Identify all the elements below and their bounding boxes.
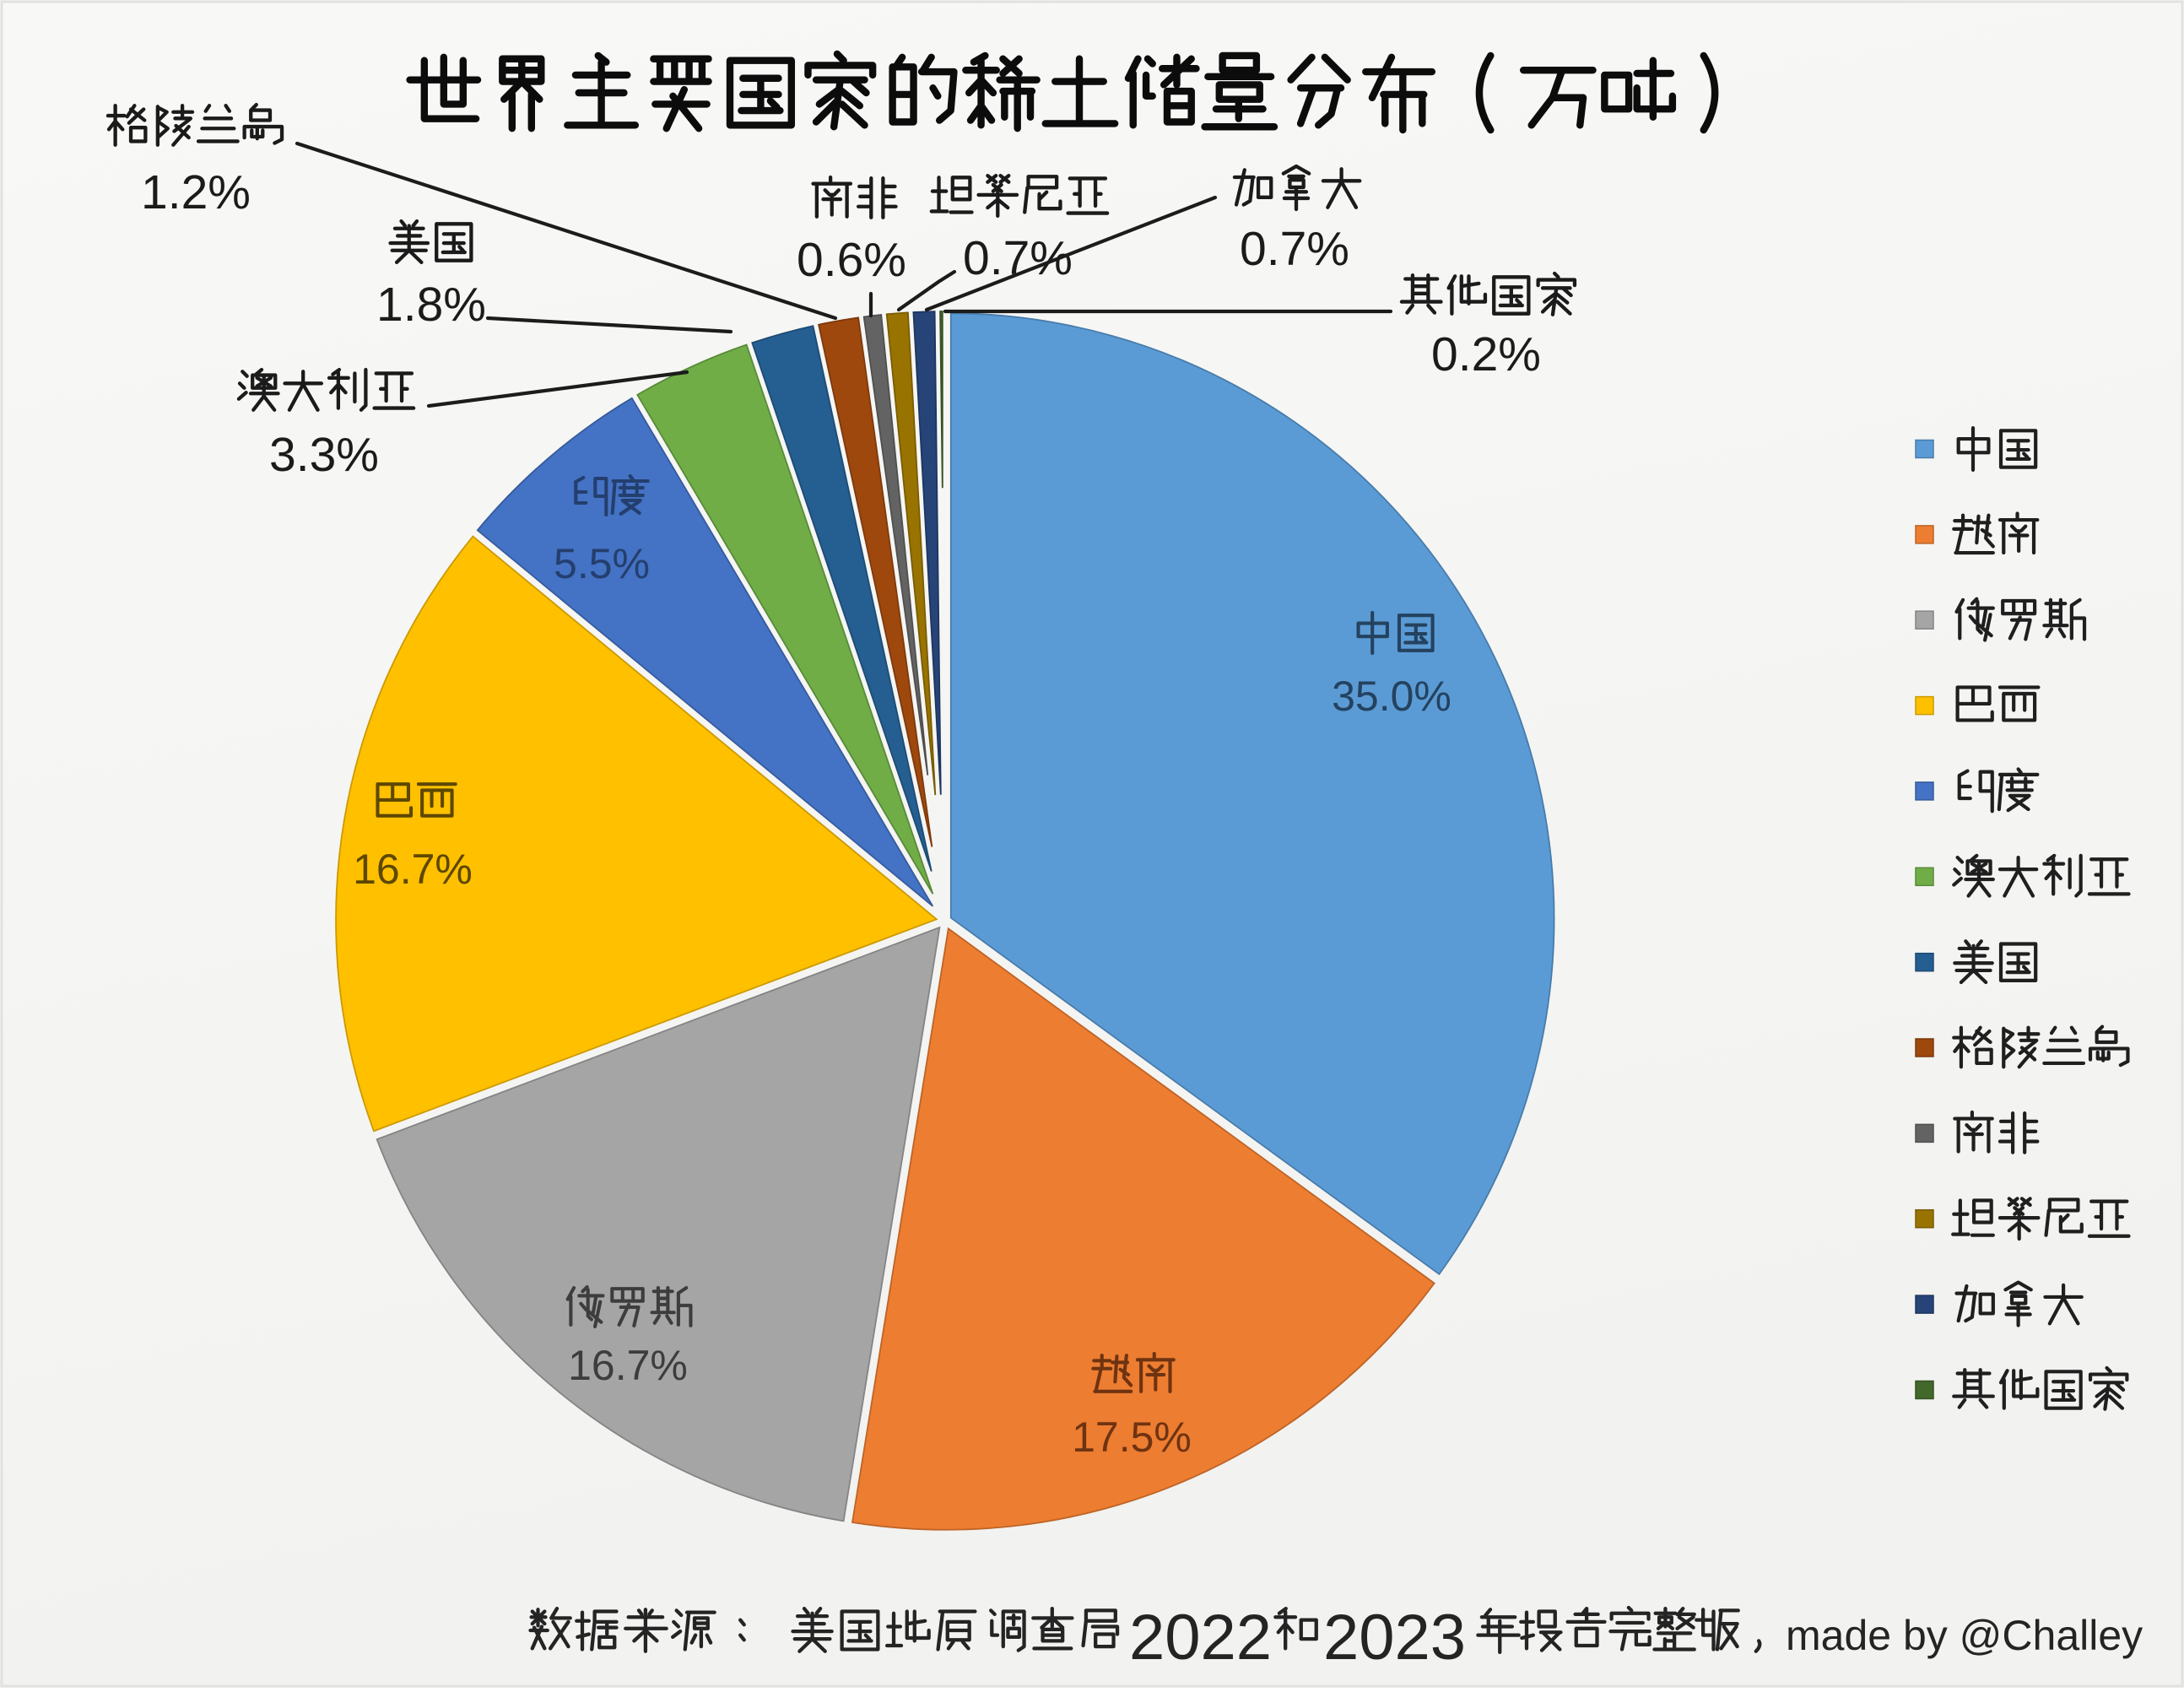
svg-text:0.2%: 0.2%: [1431, 327, 1541, 381]
svg-text:0.7%: 0.7%: [1240, 222, 1349, 276]
svg-text:5.5%: 5.5%: [554, 540, 650, 587]
svg-text:made by @Challey: made by @Challey: [1786, 1612, 2143, 1659]
svg-text:1.8%: 1.8%: [376, 278, 486, 332]
svg-text:16.7%: 16.7%: [568, 1342, 688, 1389]
svg-text:0.6%: 0.6%: [797, 233, 906, 287]
svg-text:1.2%: 1.2%: [141, 165, 251, 219]
svg-text:2022: 2022: [1129, 1602, 1272, 1673]
svg-text:16.7%: 16.7%: [353, 846, 473, 893]
svg-text:17.5%: 17.5%: [1072, 1414, 1192, 1461]
svg-text:2023: 2023: [1323, 1602, 1466, 1673]
svg-text:0.7%: 0.7%: [963, 231, 1073, 285]
svg-text:3.3%: 3.3%: [269, 428, 379, 482]
svg-text:35.0%: 35.0%: [1332, 673, 1451, 720]
